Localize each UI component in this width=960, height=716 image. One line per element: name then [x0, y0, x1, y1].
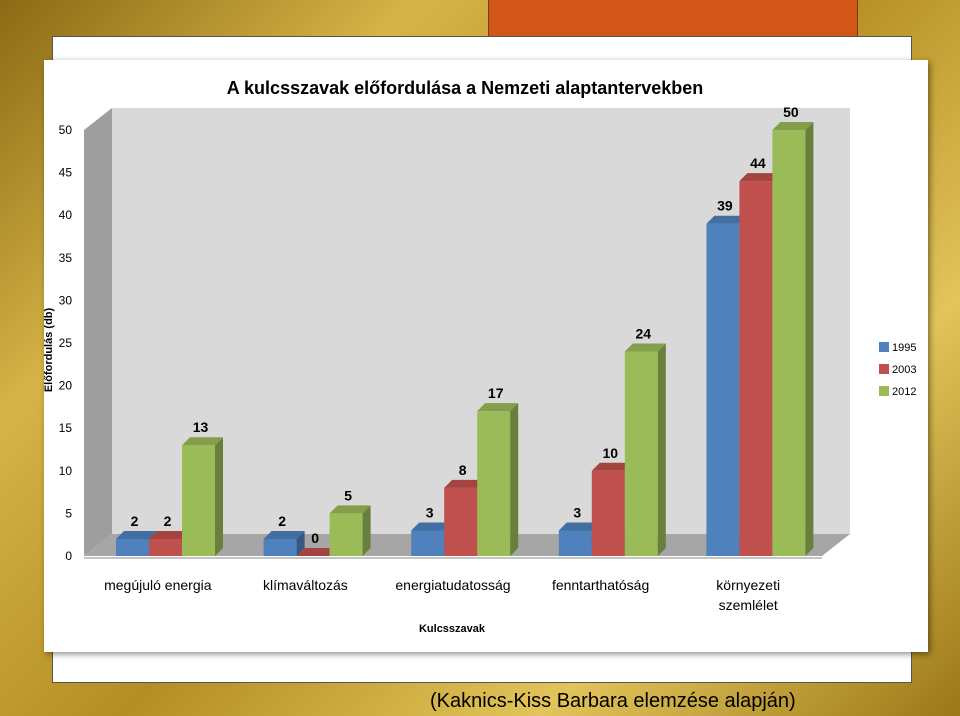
data-label: 2 [131, 513, 139, 529]
chart-title: A kulcsszavak előfordulása a Nemzeti ala… [227, 78, 704, 98]
bar-front [182, 445, 215, 556]
data-label: 2 [278, 513, 286, 529]
x-tick-label: energiatudatosság [395, 577, 510, 593]
data-label: 17 [488, 385, 504, 401]
bar-chart: A kulcsszavak előfordulása a Nemzeti ala… [44, 78, 916, 635]
data-label: 3 [573, 504, 581, 520]
data-label: 10 [603, 445, 619, 461]
data-label: 24 [636, 326, 652, 342]
bar-side [805, 122, 814, 556]
y-tick-label: 50 [59, 123, 73, 137]
y-tick-label: 0 [65, 549, 72, 563]
data-label: 5 [344, 487, 352, 503]
x-tick-label: környezeti szemlélet [716, 577, 780, 613]
y-tick-label: 45 [59, 166, 73, 180]
source-caption: (Kaknics-Kiss Barbara elemzése alapján) [430, 690, 796, 712]
y-tick-label: 25 [59, 336, 73, 350]
y-tick-label: 15 [59, 421, 73, 435]
bar-side [296, 530, 305, 556]
y-tick-label: 10 [59, 464, 73, 478]
bar-front [149, 538, 182, 556]
bar-2012-4 [772, 122, 814, 556]
bar-top [444, 479, 486, 488]
bar-top [477, 403, 519, 412]
bar-2012-2 [477, 403, 519, 556]
bar-top [706, 215, 748, 224]
y-tick-label: 35 [59, 251, 73, 265]
data-label: 8 [459, 462, 467, 478]
bar-side [362, 505, 371, 556]
data-label: 44 [750, 155, 766, 171]
bar-top [772, 122, 814, 130]
bar-2003-1 [296, 548, 338, 556]
bar-2012-0 [182, 437, 223, 556]
bar-top [558, 522, 600, 531]
bar-top [296, 548, 338, 556]
bar-front [263, 538, 297, 556]
legend-label-1995: 1995 [892, 342, 916, 354]
x-tick-label: fenntarthatóság [552, 577, 649, 593]
bar-front [772, 130, 806, 556]
bar-top [329, 505, 371, 514]
bar-top [263, 530, 305, 539]
data-label: 2 [164, 513, 172, 529]
data-label: 13 [193, 419, 209, 435]
bar-top [624, 343, 666, 352]
y-axis-label: Előfordulás (db) [44, 308, 55, 393]
side-wall [84, 108, 112, 556]
y-tick-label: 5 [65, 506, 72, 520]
bar-1995-1 [263, 530, 305, 556]
data-label: 0 [311, 530, 319, 546]
bar-top [739, 173, 781, 182]
bar-top [591, 462, 633, 471]
x-tick-label: klímaváltozás [263, 577, 348, 593]
bar-top [411, 522, 453, 531]
bar-front [411, 530, 445, 556]
bar-top [149, 530, 190, 539]
legend: 1995 2003 2012 [879, 342, 916, 398]
bar-front [116, 538, 149, 556]
data-label: 50 [783, 104, 799, 120]
legend-label-2012: 2012 [892, 386, 916, 398]
bar-front [329, 513, 363, 556]
bar-front [624, 351, 658, 556]
legend-label-2003: 2003 [892, 364, 916, 376]
bar-side [510, 403, 519, 556]
legend-swatch-2012 [879, 386, 889, 396]
bar-front [706, 223, 740, 556]
bar-front [444, 487, 478, 556]
bar-side [657, 343, 666, 556]
data-label: 39 [717, 198, 733, 214]
chart-card: A kulcsszavak előfordulása a Nemzeti ala… [44, 60, 928, 652]
legend-swatch-2003 [879, 364, 889, 374]
bar-top [182, 437, 223, 446]
y-tick-label: 30 [59, 293, 73, 307]
bar-side [215, 437, 223, 556]
bar-front [739, 181, 773, 556]
legend-swatch-1995 [879, 342, 889, 352]
bar-front [477, 411, 511, 556]
bar-front [591, 470, 625, 556]
y-tick-label: 40 [59, 208, 73, 222]
x-axis-label: Kulcsszavak [419, 623, 486, 635]
x-tick-label: megújuló energia [104, 577, 212, 593]
bar-front [558, 530, 592, 556]
y-tick-label: 20 [59, 379, 73, 393]
bar-2012-1 [329, 505, 371, 556]
bar-top [116, 530, 157, 539]
data-label: 3 [426, 504, 434, 520]
bar-2012-3 [624, 343, 666, 556]
